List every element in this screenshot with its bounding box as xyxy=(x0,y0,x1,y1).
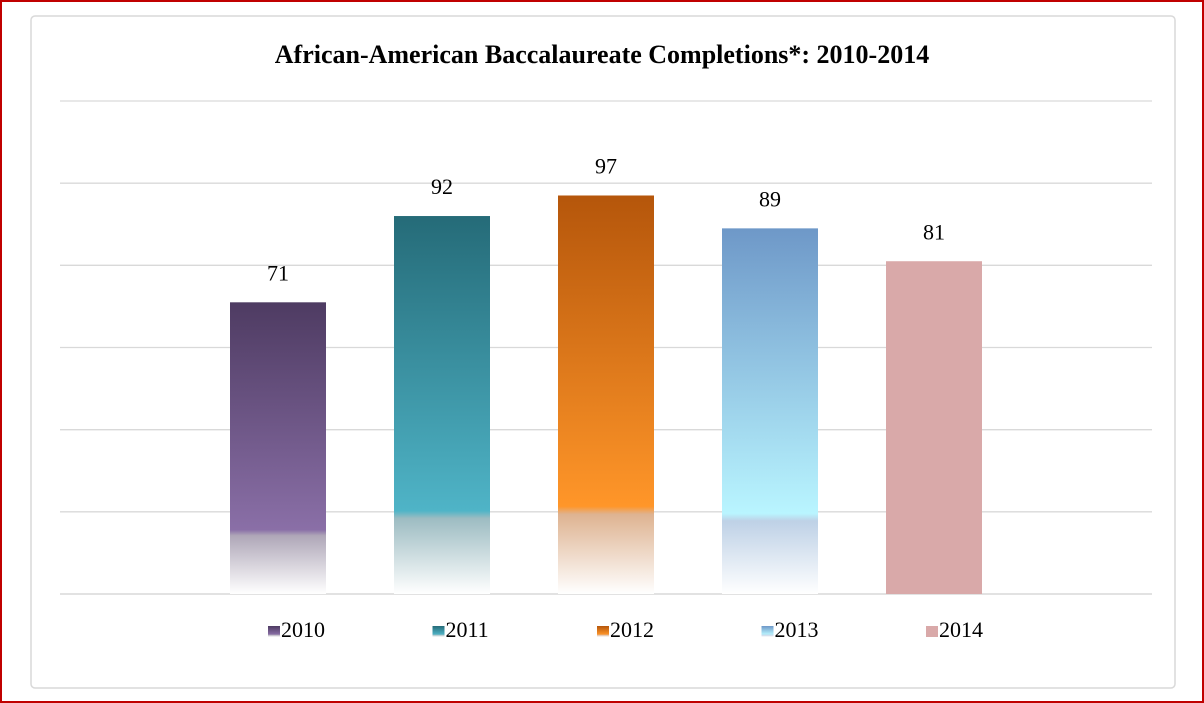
legend-swatch xyxy=(926,626,938,637)
legend-swatch xyxy=(268,626,280,637)
bar xyxy=(722,228,818,594)
bar xyxy=(394,216,490,595)
legend-label: 2011 xyxy=(446,617,489,642)
legend-swatch xyxy=(597,626,609,637)
bar xyxy=(230,302,326,594)
bar xyxy=(886,261,982,594)
legend-swatch xyxy=(432,626,445,637)
data-label: 81 xyxy=(923,219,945,244)
legend-label: 2010 xyxy=(281,617,325,642)
data-label: 71 xyxy=(267,260,289,285)
legend-label: 2014 xyxy=(939,617,983,642)
data-label: 92 xyxy=(431,174,453,199)
data-label: 89 xyxy=(759,186,781,211)
legend-swatch xyxy=(761,626,774,637)
data-label: 97 xyxy=(595,154,617,179)
bar xyxy=(558,195,654,594)
legend-label: 2013 xyxy=(775,617,819,642)
chart-title: African-American Baccalaureate Completio… xyxy=(275,40,929,69)
legend-label: 2012 xyxy=(610,617,654,642)
